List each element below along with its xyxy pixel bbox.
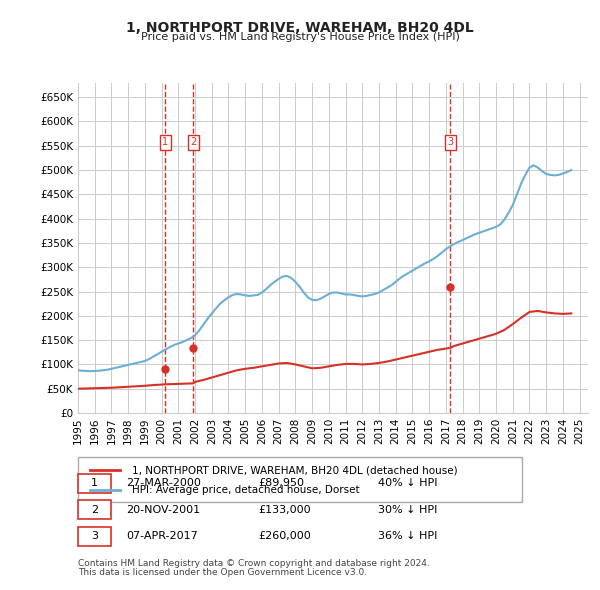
Text: 3: 3 (448, 137, 454, 147)
Text: Price paid vs. HM Land Registry's House Price Index (HPI): Price paid vs. HM Land Registry's House … (140, 32, 460, 42)
Text: 1, NORTHPORT DRIVE, WAREHAM, BH20 4DL (detached house): 1, NORTHPORT DRIVE, WAREHAM, BH20 4DL (d… (132, 466, 458, 475)
Text: 2: 2 (190, 137, 196, 147)
Text: 3: 3 (91, 532, 98, 541)
Text: 40% ↓ HPI: 40% ↓ HPI (378, 478, 437, 488)
Text: 36% ↓ HPI: 36% ↓ HPI (378, 532, 437, 541)
Text: 20-NOV-2001: 20-NOV-2001 (126, 505, 200, 514)
Text: Contains HM Land Registry data © Crown copyright and database right 2024.: Contains HM Land Registry data © Crown c… (78, 559, 430, 568)
Text: 1, NORTHPORT DRIVE, WAREHAM, BH20 4DL: 1, NORTHPORT DRIVE, WAREHAM, BH20 4DL (126, 21, 474, 35)
Text: This data is licensed under the Open Government Licence v3.0.: This data is licensed under the Open Gov… (78, 568, 367, 577)
Text: £260,000: £260,000 (258, 532, 311, 541)
Text: 1: 1 (91, 478, 98, 488)
Text: 07-APR-2017: 07-APR-2017 (126, 532, 198, 541)
Text: HPI: Average price, detached house, Dorset: HPI: Average price, detached house, Dors… (132, 485, 359, 494)
Text: £133,000: £133,000 (258, 505, 311, 514)
Text: £89,950: £89,950 (258, 478, 304, 488)
Text: 2: 2 (91, 505, 98, 514)
Text: 27-MAR-2000: 27-MAR-2000 (126, 478, 201, 488)
Text: 30% ↓ HPI: 30% ↓ HPI (378, 505, 437, 514)
Text: 1: 1 (163, 137, 169, 147)
